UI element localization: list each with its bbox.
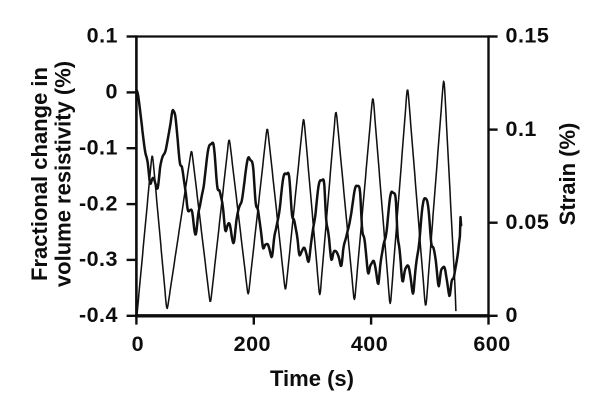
svg-text:-0.4: -0.4 <box>79 303 118 327</box>
svg-text:-0.1: -0.1 <box>79 135 118 159</box>
svg-text:Fractional change in: Fractional change in <box>27 67 52 281</box>
svg-text:-0.2: -0.2 <box>79 191 118 215</box>
svg-text:600: 600 <box>473 332 510 356</box>
svg-text:200: 200 <box>234 332 271 356</box>
svg-text:-0.3: -0.3 <box>79 247 118 271</box>
svg-text:0: 0 <box>106 80 118 104</box>
svg-text:0.1: 0.1 <box>87 24 118 48</box>
svg-text:400: 400 <box>351 332 388 356</box>
svg-text:0: 0 <box>506 303 518 327</box>
svg-text:volume resistivity (%): volume resistivity (%) <box>50 61 75 287</box>
svg-text:0: 0 <box>132 332 144 356</box>
svg-text:0.15: 0.15 <box>506 24 550 48</box>
svg-text:Time (s): Time (s) <box>270 366 354 391</box>
svg-text:0.1: 0.1 <box>506 117 537 141</box>
svg-text:0.05: 0.05 <box>506 210 550 234</box>
svg-text:Strain (%): Strain (%) <box>555 123 580 226</box>
